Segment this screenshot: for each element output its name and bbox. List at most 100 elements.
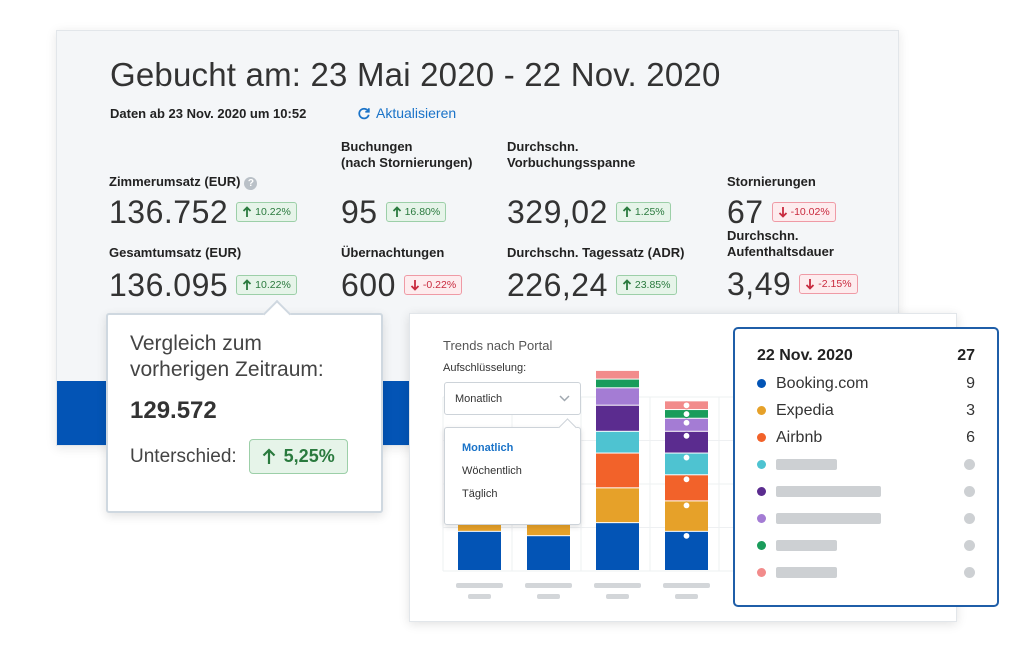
legend-list: Booking.com 9 Expedia 3 Airbnb 6 <box>757 370 975 586</box>
legend-count: 3 <box>966 401 975 419</box>
change-value: 1.25% <box>634 206 665 218</box>
help-icon[interactable]: ? <box>244 177 258 190</box>
breakdown-select[interactable]: Monatlich <box>444 382 581 415</box>
arrow-up-icon <box>622 279 632 290</box>
chart-title: Trends nach Portal <box>443 338 553 353</box>
option-weekly[interactable]: Wöchentlich <box>462 465 522 477</box>
legend-name: Booking.com <box>776 374 869 392</box>
arrow-up-icon <box>262 448 275 464</box>
arrow-up-icon <box>243 206 252 217</box>
change-badge: 1.25% <box>615 202 671 222</box>
metric-label: Stornierungen <box>727 174 816 189</box>
legend-name: Expedia <box>776 401 834 419</box>
legend-name: Airbnb <box>776 428 823 446</box>
x-tick-label-placeholder <box>606 594 629 599</box>
bar-segment <box>596 431 639 453</box>
selected-option: Monatlich <box>455 392 503 405</box>
bar-segment <box>458 531 501 570</box>
change-value: 16.80% <box>404 206 441 218</box>
legend-name-placeholder <box>776 567 837 578</box>
change-value: 10.22% <box>255 279 291 291</box>
hover-marker <box>682 453 691 462</box>
chart-legend-tooltip: 22 Nov. 2020 27 Booking.com 9 Expedia 3 Airb… <box>733 327 999 607</box>
difference-label: Unterschied: <box>130 445 237 467</box>
metric-label: Gesamtumsatz (EUR) <box>109 245 242 260</box>
change-value: -0.22% <box>422 279 457 291</box>
bar-segment <box>596 488 639 523</box>
arrow-up-icon <box>392 206 401 217</box>
option-daily[interactable]: Täglich <box>462 488 498 500</box>
change-value: 23.85% <box>634 279 671 291</box>
metric-value: 136.095 <box>109 267 229 303</box>
legend-item-placeholder <box>757 451 975 478</box>
tooltip-difference: Unterschied: 5,25% <box>130 439 359 474</box>
metric-nights: Übernachtungen 600 -0.22% <box>341 245 463 303</box>
breakdown-dropdown: Monatlich Wöchentlich Täglich <box>444 427 581 525</box>
bar-segment <box>596 370 639 379</box>
legend-header: 22 Nov. 2020 27 <box>757 347 975 365</box>
metric-value: 136.752 <box>109 194 229 230</box>
metric-adr: Durchschn. Tagessatz (ADR) 226,24 23.85% <box>507 245 684 303</box>
arrow-up-icon <box>243 279 252 290</box>
legend-count: 6 <box>966 428 975 446</box>
chevron-down-icon <box>559 395 570 402</box>
legend-name-placeholder <box>776 513 881 524</box>
legend-count: 9 <box>966 374 975 392</box>
x-tick-label-placeholder <box>456 583 503 588</box>
metric-value: 600 <box>341 267 396 303</box>
option-monthly[interactable]: Monatlich <box>462 442 514 454</box>
bar-segment <box>596 453 639 488</box>
arrow-up-icon <box>622 206 632 217</box>
metric-total-revenue: Gesamtumsatz (EUR) 136.095 10.22% <box>109 245 297 303</box>
difference-badge: 5,25% <box>248 439 348 474</box>
legend-color-dot <box>757 460 766 469</box>
legend-item-placeholder <box>757 559 975 586</box>
change-value: -2.15% <box>818 278 852 290</box>
hover-marker <box>682 418 691 427</box>
comparison-tooltip: Vergleich zum vorherigen Zeitraum: 129.5… <box>106 313 383 513</box>
legend-count-placeholder <box>964 540 975 551</box>
refresh-button[interactable]: Aktualisieren <box>357 105 456 121</box>
legend-color-dot <box>757 487 766 496</box>
refresh-label: Aktualisieren <box>376 105 457 121</box>
legend-item: Airbnb 6 <box>757 424 975 451</box>
x-tick-label-placeholder <box>525 583 572 588</box>
metric-label: Durchschn. Aufenthaltsdauer <box>727 228 834 259</box>
legend-count-placeholder <box>964 513 975 524</box>
legend-count-placeholder <box>964 486 975 497</box>
metric-label: Übernachtungen <box>341 245 445 260</box>
legend-name-placeholder <box>776 486 881 497</box>
change-badge: -0.22% <box>403 275 463 295</box>
legend-item-placeholder <box>757 532 975 559</box>
metric-length-of-stay: Durchschn. Aufenthaltsdauer 3,49 -2.15% <box>727 228 858 302</box>
legend-item-placeholder <box>757 505 975 532</box>
legend-color-dot <box>757 568 766 577</box>
legend-color-dot <box>757 541 766 550</box>
change-value: -10.02% <box>790 206 830 218</box>
bar-segment <box>596 405 639 431</box>
legend-count-placeholder <box>964 567 975 578</box>
metric-lead-time: Durchschn. Vorbuchungsspanne 329,02 1.25% <box>507 139 671 230</box>
legend-total: 27 <box>957 347 975 364</box>
bar-segment <box>527 536 570 570</box>
metric-label: Durchschn. Vorbuchungsspanne <box>507 139 636 170</box>
arrow-down-icon <box>410 280 420 291</box>
change-badge: 10.22% <box>236 275 297 295</box>
hover-marker <box>682 501 691 510</box>
change-badge: 23.85% <box>615 275 677 295</box>
legend-color-dot <box>757 379 766 388</box>
bar-segment <box>665 453 708 475</box>
difference-value: 5,25% <box>283 446 335 466</box>
arrow-down-icon <box>778 207 787 218</box>
arrow-down-icon <box>806 279 815 290</box>
breakdown-label: Aufschlüsselung: <box>443 362 527 374</box>
metric-cancellations: Stornierungen 67 -10.02% <box>727 158 836 230</box>
change-badge: -2.15% <box>799 274 858 294</box>
metric-value: 226,24 <box>507 267 608 303</box>
page-title: Gebucht am: 23 Mai 2020 - 22 Nov. 2020 <box>110 56 721 93</box>
change-badge: 16.80% <box>385 202 447 222</box>
legend-item: Expedia 3 <box>757 397 975 424</box>
hover-marker <box>682 409 691 419</box>
legend-item: Booking.com 9 <box>757 370 975 397</box>
legend-date: 22 Nov. 2020 <box>757 347 853 364</box>
